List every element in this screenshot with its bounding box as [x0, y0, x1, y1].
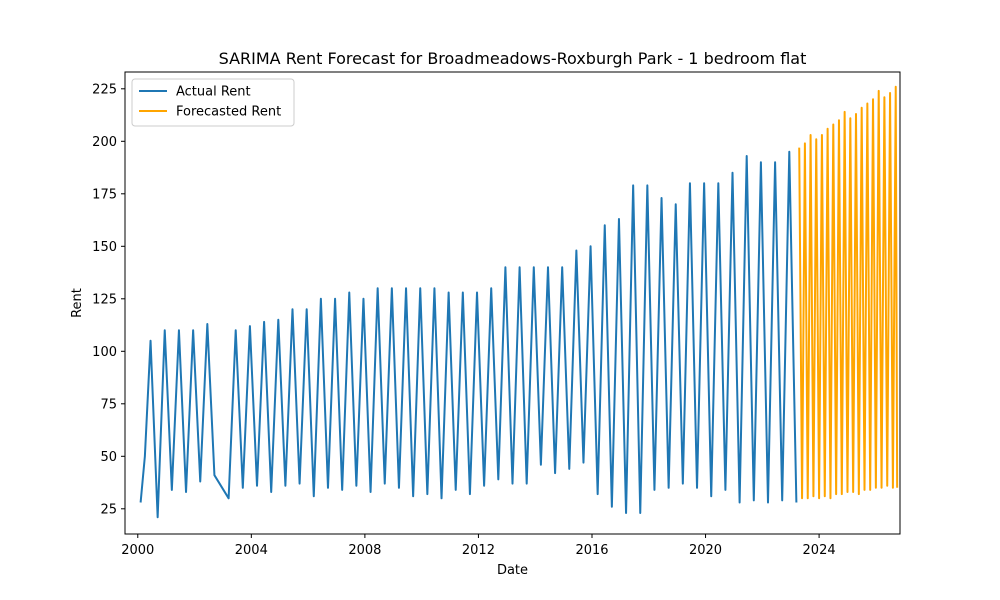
y-axis: 25 50 75 100 125 150 175 200 225	[92, 82, 125, 517]
y-tick-label: 25	[100, 502, 117, 517]
x-tick-label: 2020	[689, 543, 722, 558]
chart-title: SARIMA Rent Forecast for Broadmeadows-Ro…	[219, 49, 807, 68]
y-axis-label: Rent	[70, 288, 85, 318]
series-line-actual-rent	[139, 150, 798, 519]
legend-label-forecast: Forecasted Rent	[176, 105, 281, 120]
x-tick-label: 2000	[121, 543, 154, 558]
y-tick-label: 200	[92, 135, 117, 150]
y-tick-label: 125	[92, 292, 117, 307]
y-tick-label: 100	[92, 345, 117, 360]
y-tick-label: 150	[92, 240, 117, 255]
x-tick-label: 2024	[803, 543, 836, 558]
x-tick-label: 2016	[575, 543, 608, 558]
y-tick-label: 175	[92, 187, 117, 202]
y-tick-label: 225	[92, 82, 117, 97]
x-axis-label: Date	[497, 563, 528, 578]
y-tick-label: 75	[100, 397, 117, 412]
x-tick-label: 2004	[235, 543, 268, 558]
x-tick-label: 2008	[348, 543, 381, 558]
legend: Actual Rent Forecasted Rent	[131, 78, 295, 127]
series-layer	[139, 85, 899, 519]
x-tick-label: 2012	[462, 543, 495, 558]
x-axis: 2000 2004 2008 2012 2016 2020 2024	[121, 534, 836, 558]
legend-box	[131, 78, 295, 127]
plot-frame	[124, 71, 901, 535]
legend-label-actual: Actual Rent	[176, 85, 251, 100]
series-line-forecasted-rent	[798, 85, 899, 500]
y-tick-label: 50	[100, 450, 117, 465]
